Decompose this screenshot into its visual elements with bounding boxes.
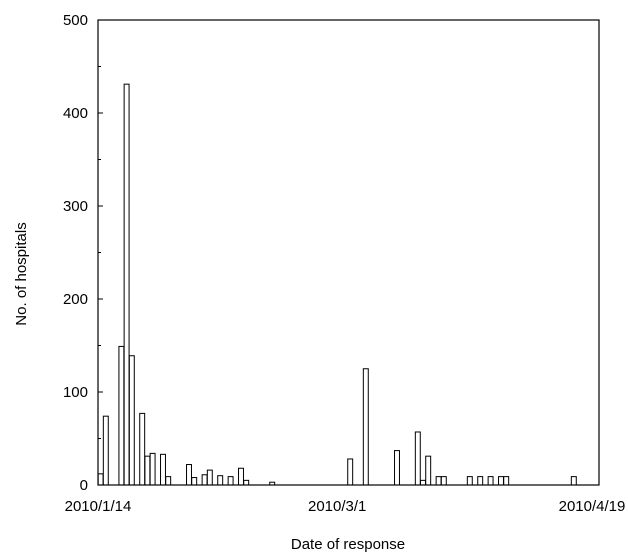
plot-frame: [97, 19, 600, 486]
bar: [165, 476, 172, 486]
bar: [498, 476, 504, 486]
bar: [217, 475, 224, 486]
bar: [160, 453, 166, 486]
bar: [139, 412, 146, 486]
bar: [414, 431, 421, 486]
bar: [570, 476, 577, 486]
bar: [243, 479, 250, 486]
bar: [201, 474, 208, 486]
bar: [123, 83, 130, 486]
bar: [149, 452, 156, 486]
y-tick-label: 100: [63, 384, 88, 401]
x-tick-label: 2010/3/1: [308, 498, 366, 515]
x-tick-label: 2010/4/19: [559, 498, 626, 515]
bar: [435, 476, 442, 486]
bar: [477, 476, 484, 486]
bar: [420, 479, 426, 486]
y-tick-label: 500: [63, 12, 88, 29]
x-axis-title: Date of response: [291, 536, 405, 553]
bar: [191, 477, 198, 486]
bar: [186, 464, 192, 486]
bar-series: [97, 83, 577, 486]
bar: [394, 450, 400, 486]
y-tick-label: 0: [80, 477, 88, 494]
y-axis: 0 100 200 300 400 500: [63, 12, 103, 494]
y-axis-title: No. of hospitals: [13, 222, 30, 325]
bar: [425, 455, 432, 486]
y-tick-label: 400: [63, 105, 88, 122]
bar: [144, 455, 151, 486]
bar: [487, 476, 494, 486]
bar: [503, 476, 510, 486]
bar: [440, 476, 447, 486]
bar: [362, 368, 369, 486]
y-tick-label: 200: [63, 291, 88, 308]
y-tick-label: 300: [63, 198, 88, 215]
bar: [128, 355, 135, 486]
bar: [347, 458, 354, 486]
bar: [227, 476, 234, 486]
bar: [466, 476, 473, 486]
bar: [118, 345, 125, 486]
x-axis: 2010/1/14 2010/3/1 2010/4/19: [65, 498, 626, 515]
bar: [102, 415, 109, 486]
x-tick-label: 2010/1/14: [65, 498, 132, 515]
bar: [97, 473, 104, 486]
bar: [238, 467, 244, 486]
bar: [206, 469, 213, 486]
